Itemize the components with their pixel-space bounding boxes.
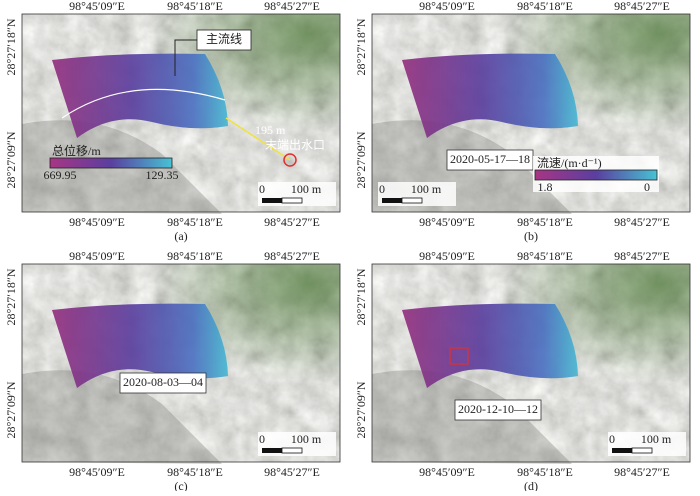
scale-label: 0 bbox=[259, 432, 265, 446]
flow-line-pointer bbox=[174, 39, 197, 76]
longitude-label: 98°45′18″E bbox=[167, 249, 223, 263]
scale-bar-white bbox=[281, 447, 303, 454]
longitude-label: 98°45′09″E bbox=[419, 465, 475, 479]
legend-colorbar bbox=[49, 157, 173, 169]
longitude-label: 98°45′27″E bbox=[614, 215, 670, 229]
panel-caption: (b) bbox=[524, 229, 538, 243]
legend-title: 总位移/m bbox=[52, 143, 101, 158]
longitude-label: 98°45′27″E bbox=[264, 215, 320, 229]
date-label: 2020-05-17—18 bbox=[450, 152, 530, 166]
distance-line bbox=[225, 117, 291, 161]
longitude-label: 98°45′09″E bbox=[69, 465, 125, 479]
longitude-label: 98°45′27″E bbox=[264, 249, 320, 263]
flow-line-label: 主流线 bbox=[206, 32, 242, 46]
panel-caption: (a) bbox=[174, 229, 187, 243]
latitude-label: 28°27′09″N bbox=[4, 381, 18, 438]
longitude-label: 98°45′27″E bbox=[614, 249, 670, 263]
glacier-surface bbox=[402, 303, 578, 388]
latitude-label: 28°27′09″N bbox=[4, 131, 18, 188]
longitude-label: 98°45′09″E bbox=[69, 215, 125, 229]
scale-bar-black bbox=[262, 198, 282, 203]
map-frame bbox=[371, 13, 691, 213]
longitude-label: 98°45′27″E bbox=[264, 465, 320, 479]
scale-bar-black bbox=[612, 448, 632, 453]
legend-colorbar bbox=[534, 169, 658, 181]
scale-label: 100 m bbox=[291, 182, 322, 196]
scale-label: 100 m bbox=[291, 432, 322, 446]
date-label: 2020-12-10—12 bbox=[458, 402, 538, 416]
legend-max: 0 bbox=[644, 180, 650, 194]
scale-label: 100 m bbox=[641, 432, 672, 446]
latitude-label: 28°27′18″N bbox=[354, 18, 368, 75]
longitude-label: 98°45′18″E bbox=[517, 0, 573, 13]
longitude-label: 98°45′09″E bbox=[69, 0, 125, 13]
glacier-surface bbox=[52, 303, 228, 388]
longitude-label: 98°45′18″E bbox=[517, 465, 573, 479]
legend-min: 669.95 bbox=[44, 168, 77, 182]
map-panel: 98°45′09″E 98°45′18″E 98°45′27″E 98°45′09″E… bbox=[4, 0, 341, 243]
scale-label: 0 bbox=[379, 182, 385, 196]
outlet-label: 末端出水口 bbox=[265, 138, 325, 152]
date-label: 2020-08-03—04 bbox=[123, 375, 203, 389]
latitude-label: 28°27′18″N bbox=[354, 268, 368, 325]
longitude-label: 98°45′27″E bbox=[614, 0, 670, 13]
latitude-label: 28°27′09″N bbox=[354, 381, 368, 438]
longitude-label: 98°45′18″E bbox=[167, 0, 223, 13]
scale-label: 0 bbox=[609, 432, 615, 446]
moraine-ridge bbox=[22, 370, 222, 464]
panel-caption: (c) bbox=[174, 479, 187, 491]
glacier bbox=[52, 53, 228, 138]
scale-bar-white bbox=[631, 447, 653, 454]
map-frame bbox=[21, 13, 341, 213]
longitude-label: 98°45′18″E bbox=[167, 215, 223, 229]
latitude-label: 28°27′18″N bbox=[4, 268, 18, 325]
latitude-label: 28°27′18″N bbox=[4, 18, 18, 75]
glacier bbox=[52, 303, 228, 388]
longitude-label: 98°45′09″E bbox=[419, 249, 475, 263]
date-box bbox=[119, 372, 207, 394]
legend-title: 流速/(m·d⁻¹) bbox=[537, 156, 602, 170]
longitude-label: 98°45′09″E bbox=[419, 0, 475, 13]
latitude-label: 28°27′09″N bbox=[354, 131, 368, 188]
flow-line bbox=[61, 88, 226, 119]
map-frame bbox=[21, 263, 341, 463]
glacier bbox=[402, 53, 578, 138]
map-panel: 98°45′09″E 98°45′18″E 98°45′27″E 98°45′09″E… bbox=[4, 249, 341, 493]
longitude-label: 98°45′27″E bbox=[264, 0, 320, 13]
scale-label: 100 m bbox=[411, 182, 442, 196]
glacier-surface bbox=[402, 53, 578, 138]
map-panel: 98°45′09″E 98°45′18″E 98°45′27″E 98°45′09″E… bbox=[354, 0, 691, 243]
longitude-label: 98°45′18″E bbox=[517, 249, 573, 263]
distance-label: 195 m bbox=[255, 123, 286, 137]
scale-bar-black bbox=[262, 448, 282, 453]
scale-bar-black bbox=[382, 198, 402, 203]
longitude-label: 98°45′09″E bbox=[419, 215, 475, 229]
longitude-label: 98°45′09″E bbox=[69, 249, 125, 263]
highlight-box bbox=[449, 347, 469, 365]
longitude-label: 98°45′18″E bbox=[517, 215, 573, 229]
legend-max: 129.35 bbox=[146, 168, 179, 182]
map-panel: 98°45′09″E 98°45′18″E 98°45′27″E 98°45′09″E… bbox=[354, 249, 691, 493]
scale-label: 0 bbox=[259, 182, 265, 196]
longitude-label: 98°45′27″E bbox=[614, 465, 670, 479]
flow-line-box bbox=[196, 29, 252, 51]
glacier-surface bbox=[52, 53, 228, 138]
outlet-marker bbox=[283, 153, 297, 167]
scale-bar-white bbox=[281, 197, 303, 204]
scale-bar-white bbox=[401, 197, 423, 204]
panel-caption: (d) bbox=[524, 479, 538, 491]
legend-min: 1.8 bbox=[538, 180, 553, 194]
glacier bbox=[402, 303, 578, 388]
date-box bbox=[454, 399, 542, 421]
longitude-label: 98°45′18″E bbox=[167, 465, 223, 479]
map-frame bbox=[371, 263, 691, 463]
